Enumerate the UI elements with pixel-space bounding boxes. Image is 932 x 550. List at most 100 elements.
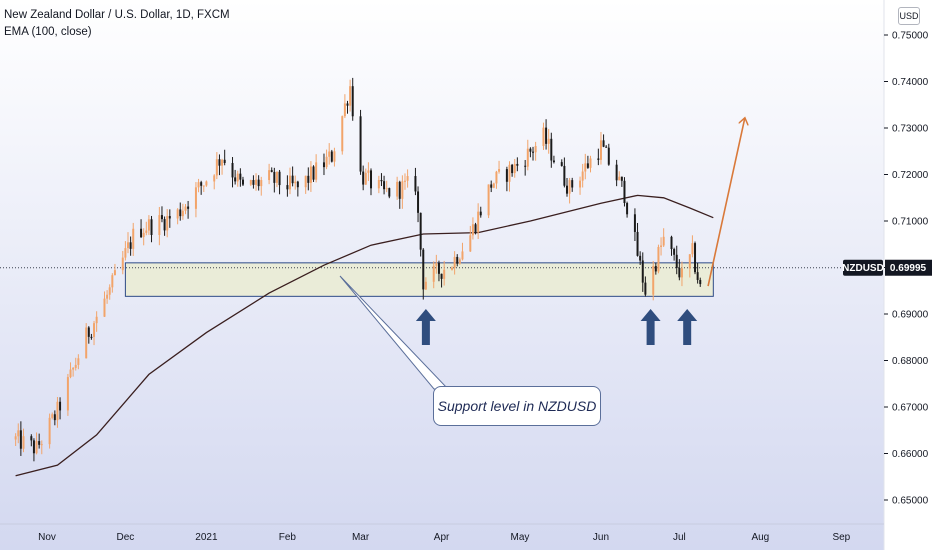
candle-2020-11-13 xyxy=(77,354,80,370)
x-tick-label: Jun xyxy=(593,532,609,543)
candle-2021-06-18 xyxy=(644,276,647,297)
candle-2021-03-30 xyxy=(435,254,438,274)
candle-2021-03-05 xyxy=(370,168,373,196)
candle-2021-04-26 xyxy=(505,166,508,192)
candle-2021-03-02 xyxy=(362,165,365,191)
candle-2021-02-05 xyxy=(296,180,299,197)
candle-2021-05-11 xyxy=(545,119,548,150)
candle-2021-06-03 xyxy=(605,145,608,148)
candle-2020-12-03 xyxy=(129,236,132,256)
candle-2020-12-04 xyxy=(132,222,135,256)
candle-2020-12-16 xyxy=(163,216,166,236)
candle-2020-11-23 xyxy=(103,291,106,317)
candle-2020-12-02 xyxy=(127,232,130,254)
candle-2021-05-03 xyxy=(524,159,527,176)
candle-2021-03-17 xyxy=(401,175,404,209)
candle-2021-04-09 xyxy=(461,242,464,261)
candle-2021-02-04 xyxy=(294,175,297,190)
candle-2021-04-07 xyxy=(456,254,459,267)
candle-2021-01-05 xyxy=(215,152,218,180)
candle-2021-06-16 xyxy=(639,251,642,265)
candle-2021-06-29 xyxy=(673,247,676,261)
candle-2020-12-31 xyxy=(202,185,205,193)
candle-2020-12-29 xyxy=(197,178,200,193)
candle-2021-01-06 xyxy=(218,154,221,176)
candle-2021-02-11 xyxy=(312,165,315,182)
candle-2021-04-05 xyxy=(451,266,454,271)
candle-2021-03-25 xyxy=(422,248,425,300)
candle-2021-05-25 xyxy=(581,163,584,188)
candle-2020-10-27 xyxy=(32,438,35,462)
candle-2021-06-04 xyxy=(607,143,610,166)
candle-2021-07-08 xyxy=(696,262,699,284)
candle-2021-05-31 xyxy=(597,148,600,166)
candle-2020-11-12 xyxy=(74,357,77,371)
candle-2020-12-01 xyxy=(124,241,127,261)
candle-2021-06-11 xyxy=(626,201,629,218)
candle-2020-12-30 xyxy=(200,180,203,195)
candle-2021-01-04 xyxy=(213,174,216,190)
candle-2020-11-18 xyxy=(90,333,93,340)
y-tick-label: 0.68000 xyxy=(892,356,929,367)
candle-2021-01-13 xyxy=(236,170,239,187)
candle-2021-06-28 xyxy=(670,235,673,256)
candle-2021-03-04 xyxy=(367,162,370,182)
y-tick-label: 0.71000 xyxy=(892,217,929,228)
candle-2020-12-08 xyxy=(142,228,145,246)
candle-2020-10-28 xyxy=(35,432,38,455)
bounce-arrow-icon xyxy=(640,309,661,345)
support-zone[interactable] xyxy=(124,262,714,297)
candle-2020-12-23 xyxy=(181,203,184,220)
support-callout-text: Support level in NZDUSD xyxy=(437,398,597,414)
candle-2020-11-02 xyxy=(48,413,51,449)
candle-2020-11-05 xyxy=(56,396,59,428)
candle-2021-04-21 xyxy=(492,182,495,189)
candle-2021-01-15 xyxy=(241,176,244,187)
candle-2021-02-23 xyxy=(343,94,346,119)
candle-2021-05-20 xyxy=(568,177,571,204)
ema-line[interactable] xyxy=(15,194,714,477)
legend-indicator[interactable]: EMA (100, close) xyxy=(4,26,92,38)
candle-2021-04-16 xyxy=(479,206,482,218)
candle-2020-11-24 xyxy=(106,290,109,304)
candle-2021-03-01 xyxy=(359,109,362,175)
candle-2021-05-12 xyxy=(547,128,550,154)
candle-2020-11-20 xyxy=(95,311,98,332)
candle-2021-02-09 xyxy=(307,167,310,191)
candle-2020-10-20 xyxy=(14,433,17,447)
y-tick-label: 0.69000 xyxy=(892,310,929,321)
candle-2020-12-17 xyxy=(166,209,169,238)
candle-2021-01-19 xyxy=(252,175,255,189)
candle-2021-01-18 xyxy=(249,179,252,186)
y-tick-label: 0.72000 xyxy=(892,170,929,181)
candle-2020-10-29 xyxy=(38,433,41,449)
candle-2021-03-26 xyxy=(424,277,427,290)
x-tick-label: Nov xyxy=(38,532,56,543)
candle-2020-12-21 xyxy=(176,208,179,225)
y-tick-label: 0.67000 xyxy=(892,403,929,414)
candle-2021-02-01 xyxy=(286,175,289,197)
candle-2021-06-30 xyxy=(675,245,678,275)
candle-2020-12-25 xyxy=(187,200,190,219)
candle-2021-01-29 xyxy=(278,169,281,195)
candle-2021-06-15 xyxy=(636,222,639,257)
candle-2021-04-02 xyxy=(443,260,446,286)
x-tick-label: Mar xyxy=(352,532,370,543)
candle-2021-02-22 xyxy=(341,115,344,155)
y-tick-label: 0.65000 xyxy=(892,496,929,507)
bounce-arrow-icon xyxy=(415,309,436,345)
candle-2020-12-22 xyxy=(179,202,182,221)
candle-2021-02-18 xyxy=(330,149,333,163)
candle-2021-01-20 xyxy=(255,173,258,191)
candle-2021-01-14 xyxy=(239,168,242,187)
x-tick-label: Aug xyxy=(751,532,769,543)
candle-2021-01-28 xyxy=(275,171,278,188)
currency-button[interactable]: USD xyxy=(898,7,920,25)
candle-2020-11-06 xyxy=(59,397,62,420)
x-tick-label: 2021 xyxy=(195,532,218,543)
candle-2021-01-25 xyxy=(268,163,271,185)
candle-2021-04-14 xyxy=(474,222,477,235)
candle-2021-05-07 xyxy=(534,141,537,161)
candle-2021-06-07 xyxy=(615,159,618,187)
